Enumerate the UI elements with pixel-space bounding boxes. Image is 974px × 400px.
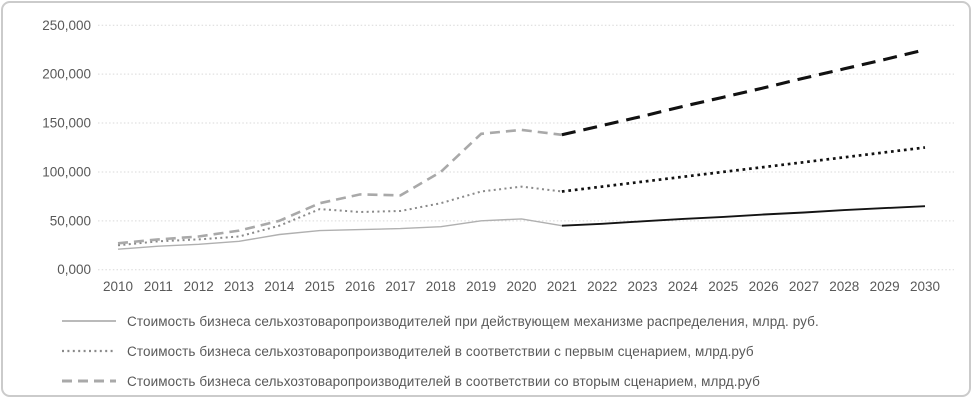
legend-label: Стоимость бизнеса сельхозтоваропроизводи… bbox=[127, 373, 760, 389]
x-tick-label: 2021 bbox=[547, 279, 577, 294]
gridlines bbox=[98, 24, 954, 271]
y-tick-label: 150,000 bbox=[42, 116, 91, 131]
series-0-history-line bbox=[117, 218, 563, 250]
series-0-forecast-line bbox=[561, 205, 926, 227]
x-tick-label: 2015 bbox=[305, 279, 335, 294]
x-tick-label: 2026 bbox=[749, 279, 779, 294]
x-tick-label: 2019 bbox=[466, 279, 496, 294]
y-tick-label: 250,000 bbox=[42, 18, 91, 33]
x-tick-label: 2017 bbox=[385, 279, 415, 294]
legend-label: Стоимость бизнеса сельхозтоваропроизводи… bbox=[127, 313, 819, 329]
legend-swatch-solid-line bbox=[62, 320, 116, 322]
x-tick-label: 2028 bbox=[829, 279, 859, 294]
y-tick-label: 100,000 bbox=[42, 164, 91, 179]
legend-swatch-dotted-line bbox=[62, 349, 116, 353]
x-tick-label: 2027 bbox=[789, 279, 819, 294]
legend-swatch-dashed-line bbox=[62, 379, 116, 383]
x-axis-tick-labels: 2010 2011 2012 2013 2014 2015 2016 2017 2018 2019… bbox=[103, 279, 940, 294]
x-tick-label: 2023 bbox=[628, 279, 658, 294]
legend-item-second-scenario: Стоимость бизнеса сельхозтоваропроизводи… bbox=[61, 366, 961, 395]
y-tick-label: 0,000 bbox=[57, 262, 91, 277]
x-tick-label: 2012 bbox=[184, 279, 214, 294]
legend-label: Стоимость бизнеса сельхозтоваропроизводи… bbox=[127, 343, 754, 359]
x-tick-label: 2010 bbox=[103, 279, 133, 294]
x-tick-label: 2025 bbox=[708, 279, 738, 294]
series-1-forecast-line bbox=[561, 146, 926, 193]
x-tick-label: 2024 bbox=[668, 279, 699, 294]
plot-area: 0,000 50,000 100,000 150,000 200,000 250,000 2… bbox=[3, 3, 969, 303]
chart-legend: Стоимость бизнеса сельхозтоваропроизводи… bbox=[61, 306, 961, 395]
x-tick-label: 2011 bbox=[144, 279, 173, 294]
x-tick-label: 2030 bbox=[910, 279, 940, 294]
legend-item-first-scenario: Стоимость бизнеса сельхозтоваропроизводи… bbox=[61, 336, 961, 366]
legend-item-current-mechanism: Стоимость бизнеса сельхозтоваропроизводи… bbox=[61, 306, 961, 336]
x-tick-label: 2013 bbox=[224, 279, 254, 294]
x-tick-label: 2014 bbox=[264, 279, 295, 294]
series-lines bbox=[117, 48, 926, 250]
y-axis-tick-labels: 0,000 50,000 100,000 150,000 200,000 250,000 bbox=[42, 18, 91, 277]
chart-canvas: 0,000 50,000 100,000 150,000 200,000 250,000 2… bbox=[42, 18, 954, 294]
series-2-history-line bbox=[117, 128, 563, 245]
x-tick-label: 2018 bbox=[426, 279, 456, 294]
x-tick-label: 2029 bbox=[870, 279, 900, 294]
x-tick-label: 2020 bbox=[506, 279, 536, 294]
series-2-forecast-line bbox=[561, 48, 926, 137]
y-tick-label: 200,000 bbox=[42, 67, 91, 82]
x-tick-label: 2022 bbox=[587, 279, 617, 294]
y-tick-label: 50,000 bbox=[50, 213, 91, 228]
x-tick-label: 2016 bbox=[345, 279, 375, 294]
series-1-history-line bbox=[117, 185, 563, 247]
